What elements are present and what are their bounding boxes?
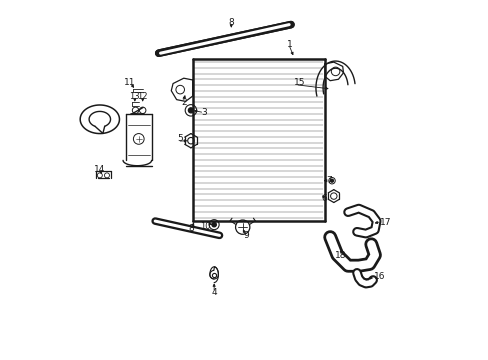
- Circle shape: [212, 271, 216, 275]
- Text: 16: 16: [373, 272, 385, 281]
- Text: 4: 4: [211, 288, 217, 297]
- Text: 14: 14: [94, 165, 105, 174]
- Circle shape: [212, 222, 216, 227]
- Text: 12: 12: [137, 92, 148, 101]
- Text: 2: 2: [181, 98, 186, 107]
- Text: 8: 8: [228, 18, 234, 27]
- Circle shape: [188, 108, 193, 113]
- Text: 11: 11: [124, 78, 136, 87]
- Text: 9: 9: [243, 231, 249, 240]
- Text: 8: 8: [188, 224, 194, 233]
- Text: 10: 10: [200, 222, 210, 231]
- Text: 7: 7: [326, 176, 332, 185]
- Text: 3: 3: [201, 108, 207, 117]
- Text: 1: 1: [286, 40, 292, 49]
- Text: 13: 13: [129, 92, 140, 101]
- Text: 5: 5: [177, 134, 183, 143]
- Text: 17: 17: [380, 218, 391, 227]
- Text: 15: 15: [293, 78, 305, 87]
- Text: 6: 6: [321, 194, 326, 203]
- Circle shape: [330, 179, 333, 182]
- Text: 18: 18: [334, 251, 346, 260]
